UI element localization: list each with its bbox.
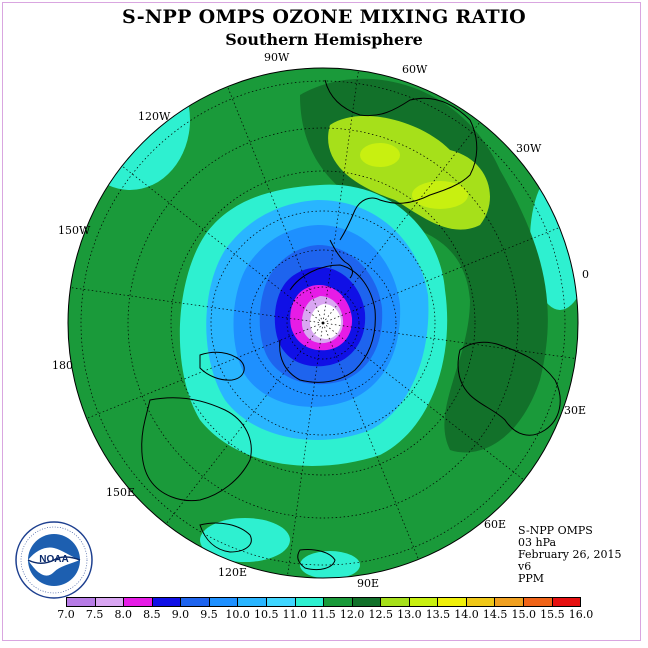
lon-label-30w: 30W (516, 142, 542, 155)
colorbar-segment (124, 598, 153, 606)
colorbar-tick-label: 11.0 (282, 608, 308, 621)
map-outline (67, 67, 579, 579)
lon-label-90w: 90W (264, 51, 290, 64)
ozone-contours (68, 68, 578, 578)
lon-label-150e: 150E (106, 486, 136, 499)
colorbar-segment (381, 598, 410, 606)
colorbar-segment (552, 598, 581, 606)
meridian-line (165, 322, 324, 525)
noaa-logo: NOAA (15, 521, 93, 599)
colorbar-segment (324, 598, 353, 606)
colorbar-tick-label: 9.0 (171, 608, 190, 621)
meridian-line (322, 70, 359, 324)
colorbar-segment (409, 598, 439, 606)
chart-title: S-NPP OMPS OZONE MIXING RATIO (121, 6, 527, 28)
meridian-line (322, 227, 560, 324)
colorbar-tick-label: 9.5 (200, 608, 218, 621)
colorbar-segment (352, 598, 382, 606)
meridian-line (287, 322, 324, 576)
colorbar-segment (295, 598, 325, 606)
colorbar-segment (95, 598, 125, 606)
colorbar-tick-label: 8.5 (143, 608, 161, 621)
colorbar-segment (438, 598, 467, 606)
lon-label-60e: 60E (484, 518, 507, 531)
parallel-60s (210, 210, 436, 436)
parallel-80s (286, 286, 360, 360)
colorbar-segment (524, 598, 553, 606)
lon-label-30e: 30E (564, 404, 587, 417)
colorbar (66, 597, 581, 607)
colorbar-segment (181, 598, 210, 606)
colorbar-segment (152, 598, 182, 606)
info-units: PPM (518, 572, 545, 585)
meridian-line (121, 165, 324, 324)
colorbar-tick-label: 12.0 (339, 608, 365, 621)
colorbar-tick-label: 7.0 (57, 608, 75, 621)
contour-rim-nw (70, 68, 190, 190)
lon-label-0: 0 (582, 268, 589, 281)
info-level: 03 hPa (518, 536, 557, 549)
colorbar-segment (238, 598, 267, 606)
colorbar-tick-label: 12.5 (368, 608, 393, 621)
meridian-line (322, 121, 481, 324)
colorbar-segment (466, 598, 496, 606)
lon-label-150w: 150W (58, 224, 91, 237)
colorbar-tick-label: 15.0 (511, 608, 537, 621)
colorbar-tick-label: 7.5 (85, 608, 104, 621)
contour-13-0-b (412, 181, 468, 209)
parallel-70s (249, 249, 397, 397)
meridian-line (322, 322, 525, 481)
contour-rim-s1 (200, 518, 290, 562)
coastlines (141, 79, 561, 571)
colorbar-segment (495, 598, 524, 606)
parallel-40s (127, 127, 519, 519)
info-instrument: S-NPP OMPS (518, 524, 593, 537)
colorbar-tick-label: 14.5 (482, 608, 508, 621)
meridian-line (70, 287, 324, 324)
lon-label-90e: 90E (357, 577, 380, 590)
lon-label-120e: 120E (218, 566, 248, 579)
colorbar-tick-label: 10.5 (254, 608, 279, 621)
chart-subtitle: Southern Hemisphere (225, 30, 423, 49)
meridian-line (322, 322, 419, 560)
meridian-line (86, 322, 324, 419)
lon-label-180: 180 (52, 359, 73, 372)
parallel-50s (170, 170, 476, 476)
meridian-line (322, 322, 576, 359)
parallel-30s (80, 80, 566, 566)
colorbar-tick-label: 8.0 (114, 608, 132, 621)
figure-border (2, 2, 641, 641)
meridian-line (227, 86, 324, 324)
graticule (70, 70, 576, 576)
colorbar-tick-label: 14.0 (454, 608, 479, 621)
colorbar-tick-label: 10.0 (225, 608, 250, 621)
colorbar-tick-label: 16.0 (568, 608, 594, 621)
colorbar-tick-label: 11.5 (311, 608, 336, 621)
colorbar-tick-label: 13.0 (397, 608, 422, 621)
colorbar-tick-label: 15.5 (540, 608, 565, 621)
contour-13-0-a (360, 143, 400, 167)
colorbar-segment (67, 598, 96, 606)
colorbar-tick-label: 13.5 (425, 608, 451, 621)
colorbar-segment (209, 598, 239, 606)
info-date: February 26, 2015 (518, 548, 622, 561)
lon-label-120w: 120W (138, 110, 171, 123)
info-version: v6 (518, 560, 532, 573)
lon-label-60w: 60W (402, 63, 428, 76)
noaa-logo-text: NOAA (39, 554, 68, 565)
colorbar-segment (266, 598, 296, 606)
